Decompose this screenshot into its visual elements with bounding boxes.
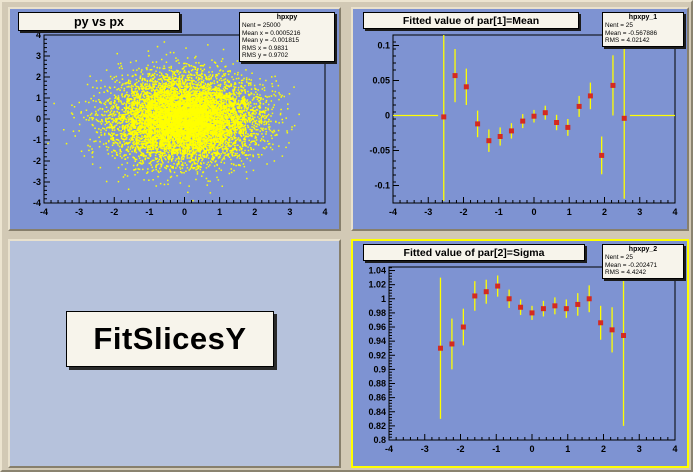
axis-labels: -4 -3 -2 -1 0 1 2 3 4 0.8 0.82 0.84 0.86 0.88 0.9 0.92 0… [368,266,677,454]
svg-text:-2: -2 [456,444,464,454]
fitslicesy-label-box[interactable]: FitSlicesY [66,311,274,367]
svg-text:0.05: 0.05 [372,76,390,86]
svg-text:-2: -2 [33,156,41,166]
svg-text:1: 1 [567,207,572,217]
svg-text:-0.1: -0.1 [374,181,390,191]
axis-ticks [388,267,676,441]
svg-text:0: 0 [531,207,536,217]
scatter-title-box[interactable]: py vs px [18,12,180,31]
svg-text:4: 4 [672,444,677,454]
svg-text:2: 2 [601,444,606,454]
svg-text:-3: -3 [421,444,429,454]
stats-line: RMS x = 0.9831 [242,44,289,52]
svg-text:-3: -3 [75,207,83,217]
sigma-title: Fitted value of par[2]=Sigma [403,246,545,259]
svg-text:-1: -1 [145,207,153,217]
svg-text:0.96: 0.96 [368,322,386,332]
svg-text:0.1: 0.1 [377,41,390,51]
svg-text:3: 3 [637,444,642,454]
mean-stats-box[interactable]: hpxpy_1 Nent = 25 Mean = -0.567886 RMS =… [602,12,684,47]
svg-text:0.86: 0.86 [368,393,386,403]
error-bars [439,267,625,426]
svg-text:-3: -3 [424,207,432,217]
svg-text:-2: -2 [459,207,467,217]
stats-line: Mean y = -0.001815 [242,37,300,45]
svg-text:0: 0 [36,114,41,124]
scatter-stats-box[interactable]: hpxpy Nent = 25000 Mean x = 0.0005216 Me… [239,12,335,62]
svg-text:1: 1 [36,93,41,103]
sigma-title-box[interactable]: Fitted value of par[2]=Sigma [363,244,585,261]
svg-text:-4: -4 [385,444,393,454]
stats-histogram-name: hpxpy_1 [628,14,658,21]
pad-scatter[interactable]: -4 -3 -2 -1 0 1 2 3 4 -4 -3 -2 -1 0 1 2 3 4 py vs px hpxp… [8,7,341,231]
axis-labels: -4 -3 -2 -1 0 1 2 3 4 -4 -3 -2 -1 0 1 2 3 4 [33,30,328,217]
stats-histogram-name: hpxpy_2 [628,246,658,253]
svg-text:2: 2 [602,207,607,217]
axis-ticks [43,34,326,204]
svg-text:2: 2 [252,207,257,217]
svg-text:-1: -1 [33,135,41,145]
pad-fitted-sigma[interactable]: -4 -3 -2 -1 0 1 2 3 4 0.8 0.82 0.84 0.86 0.88 0.9 0.92 0… [351,239,689,468]
stats-line: Nent = 25 [605,22,633,29]
svg-text:-0.05: -0.05 [369,146,390,156]
svg-text:0: 0 [182,207,187,217]
mean-title: Fitted value of par[1]=Mean [402,14,540,27]
stats-histogram-name: hpxpy [276,14,298,21]
axis-ticks [392,34,676,204]
svg-text:3: 3 [36,51,41,61]
scatter-points [47,41,300,204]
svg-text:-4: -4 [40,207,48,217]
svg-text:-4: -4 [389,207,397,217]
svg-text:-3: -3 [33,177,41,187]
stats-line: Nent = 25 [605,254,633,261]
svg-text:1: 1 [217,207,222,217]
svg-text:0.9: 0.9 [373,364,386,374]
svg-text:3: 3 [287,207,292,217]
fitslicesy-label: FitSlicesY [93,321,247,356]
svg-text:1.04: 1.04 [368,266,386,276]
svg-text:0.88: 0.88 [368,379,386,389]
svg-text:0.84: 0.84 [368,407,386,417]
svg-text:-1: -1 [495,207,503,217]
stats-line: Mean = -0.567886 [605,29,658,37]
svg-text:1.02: 1.02 [368,280,386,290]
svg-text:1: 1 [565,444,570,454]
svg-text:0.98: 0.98 [368,308,386,318]
data-markers [437,283,627,351]
svg-text:0: 0 [529,444,534,454]
pad-label[interactable]: FitSlicesY [8,239,341,468]
svg-text:0.82: 0.82 [368,421,386,431]
svg-text:-4: -4 [33,198,41,208]
stats-line: RMS y = 0.9702 [242,52,289,60]
svg-text:4: 4 [322,207,327,217]
stats-line: Mean = -0.202471 [605,261,658,269]
svg-text:4: 4 [36,30,41,40]
plot-frame [388,266,676,441]
stats-line: RMS = 4.02142 [605,37,650,45]
stats-line: RMS = 4.4242 [605,269,647,277]
svg-text:1: 1 [381,294,386,304]
scatter-plot[interactable]: -4 -3 -2 -1 0 1 2 3 4 -4 -3 -2 -1 0 1 2 3 4 [10,9,339,229]
svg-text:3: 3 [637,207,642,217]
fitted-mean-plot[interactable]: -4 -3 -2 -1 0 1 2 3 4 -0.1 -0.05 0 0.05 0.1 [353,9,687,229]
svg-text:0.8: 0.8 [373,435,386,445]
svg-text:-1: -1 [492,444,500,454]
sigma-stats-box[interactable]: hpxpy_2 Nent = 25 Mean = -0.202471 RMS =… [602,244,684,279]
pad-fitted-mean[interactable]: -4 -3 -2 -1 0 1 2 3 4 -0.1 -0.05 0 0.05 0.1 Fitted va… [351,7,689,231]
mean-title-box[interactable]: Fitted value of par[1]=Mean [363,12,579,29]
stats-line: Nent = 25000 [242,22,281,29]
svg-text:0.94: 0.94 [368,336,386,346]
fitted-sigma-plot[interactable]: -4 -3 -2 -1 0 1 2 3 4 0.8 0.82 0.84 0.86 0.88 0.9 0.92 0… [353,241,687,466]
svg-text:0: 0 [385,111,390,121]
svg-text:2: 2 [36,72,41,82]
axis-labels: -4 -3 -2 -1 0 1 2 3 4 -0.1 -0.05 0 0.05 0.1 [369,41,677,218]
svg-text:-2: -2 [110,207,118,217]
stats-line: Mean x = 0.0005216 [242,29,301,37]
svg-text:0.92: 0.92 [368,350,386,360]
scatter-title: py vs px [73,14,125,29]
svg-text:4: 4 [672,207,677,217]
data-markers [441,73,627,158]
